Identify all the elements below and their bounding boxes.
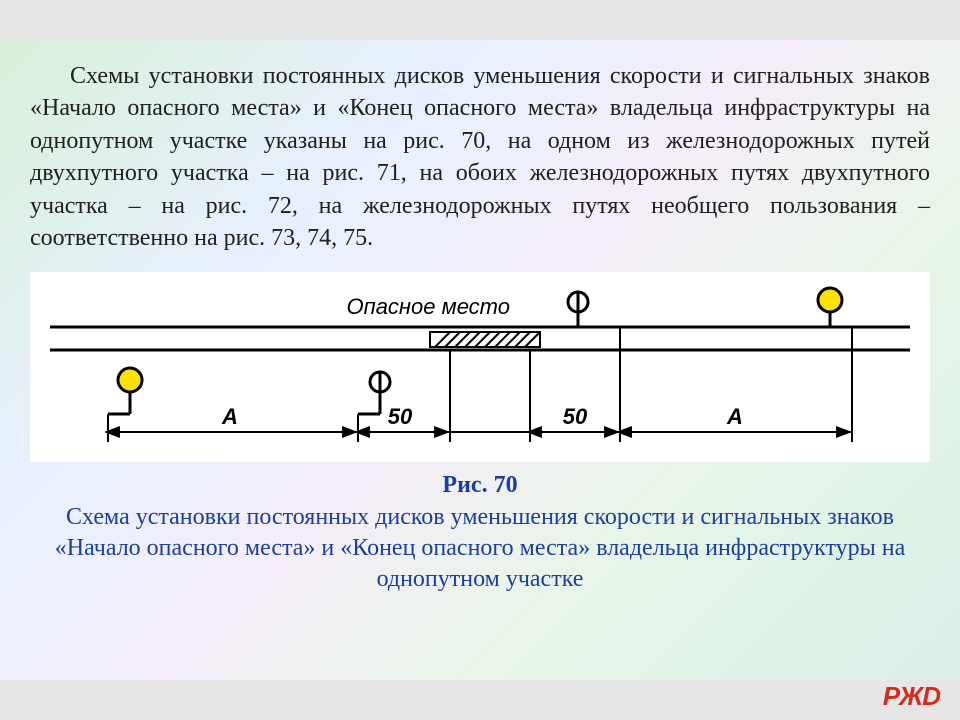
figure-caption: Рис. 70 Схема установки постоянных диско… bbox=[0, 470, 960, 605]
signal-end-danger-top bbox=[568, 292, 600, 327]
diagram-svg: Опасное место bbox=[30, 272, 930, 462]
footer-bar: PЖD bbox=[0, 680, 960, 720]
dim-label-50-2: 50 bbox=[563, 404, 588, 429]
figure-caption-text: Схема установки постоянных дисков уменьш… bbox=[55, 504, 906, 592]
danger-zone-hatch bbox=[430, 332, 540, 347]
rzd-logo: PЖD bbox=[883, 681, 940, 712]
body-paragraph: Схемы установки постоянных дисков уменьш… bbox=[0, 40, 960, 264]
signal-yellow-disc-bottom bbox=[108, 368, 142, 414]
header-bar bbox=[0, 0, 960, 40]
railway-diagram: Опасное место bbox=[30, 272, 930, 462]
dim-label-A2: А bbox=[726, 404, 743, 429]
content-area: Схемы установки постоянных дисков уменьш… bbox=[0, 40, 960, 680]
page: Схемы установки постоянных дисков уменьш… bbox=[0, 0, 960, 720]
danger-zone-label: Опасное место bbox=[346, 294, 510, 319]
dim-label-50-1: 50 bbox=[388, 404, 413, 429]
figure-number: Рис. 70 bbox=[442, 472, 517, 498]
signal-start-danger-bottom bbox=[358, 372, 390, 414]
dim-label-A1: А bbox=[221, 404, 238, 429]
signal-yellow-disc-top bbox=[818, 288, 852, 327]
